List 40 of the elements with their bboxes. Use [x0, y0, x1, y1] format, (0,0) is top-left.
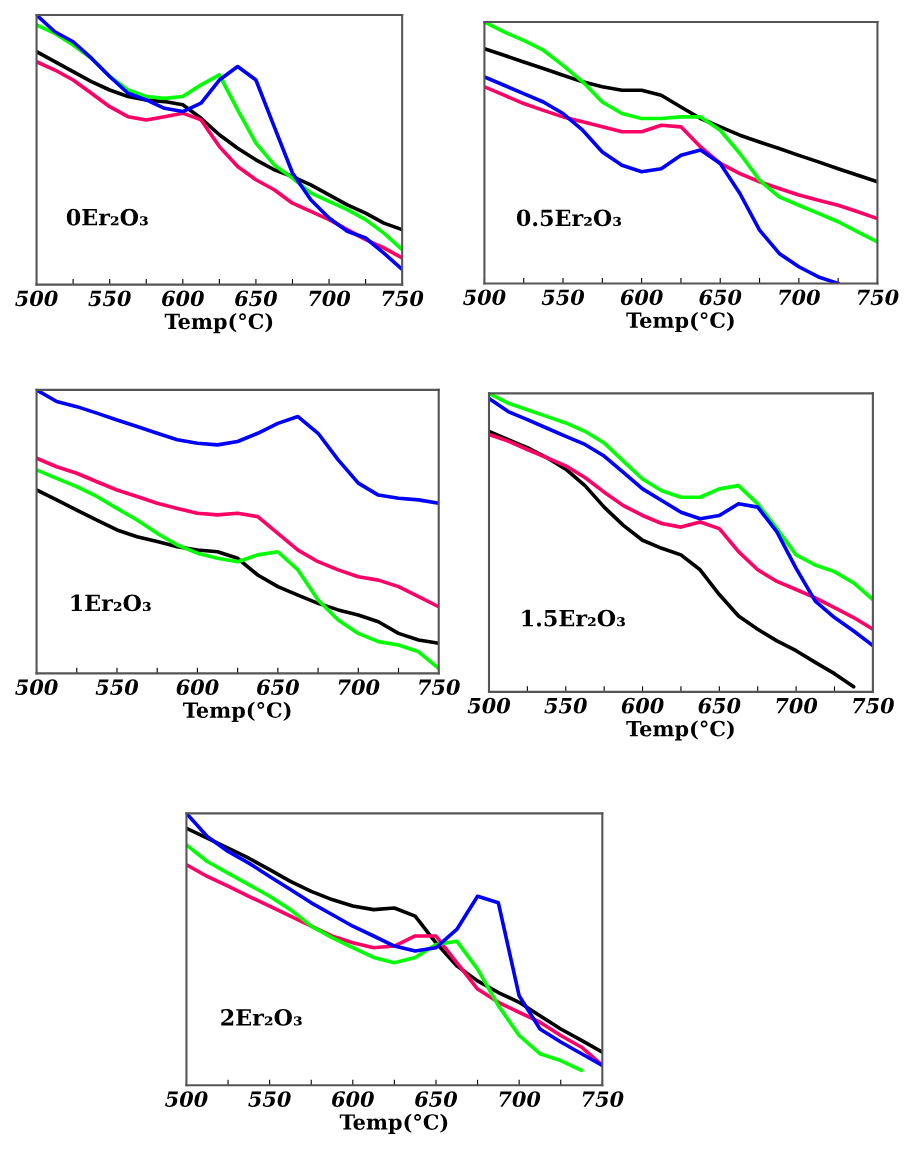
x-tick-label: 700 — [779, 289, 820, 306]
x-tick-label: 550 — [88, 290, 131, 307]
x-tick-label: 550 — [544, 697, 587, 714]
x-tick-label: 700 — [338, 679, 380, 696]
x-tick-label: 750 — [419, 679, 460, 696]
x-tick-label: 700 — [776, 697, 818, 714]
annotation: 0.5Er₂O₃ — [516, 209, 622, 227]
x-tick-label: 550 — [95, 679, 139, 696]
x-tick-label: 750 — [853, 697, 894, 714]
x-tick-label: 600 — [621, 697, 664, 714]
annotation: 0Er₂O₃ — [66, 208, 148, 226]
x-tick-label: 650 — [698, 697, 741, 714]
x-axis-title: Temp(°C) — [183, 701, 291, 723]
annotation: 1Er₂O₃ — [71, 594, 151, 612]
x-tick-label: 500 — [467, 697, 511, 714]
x-tick-label: 650 — [235, 290, 277, 307]
x-tick-label: 750 — [382, 290, 424, 307]
x-tick-label: 500 — [15, 679, 58, 696]
x-axis-title: Temp(°C) — [626, 311, 734, 333]
x-tick-label: 650 — [699, 289, 742, 306]
x-tick-label: 500 — [463, 289, 506, 306]
x-axis-title: Temp(°C) — [626, 720, 734, 741]
x-tick-label: 500 — [165, 1091, 208, 1107]
x-tick-label: 600 — [332, 1091, 374, 1107]
x-tick-label: 700 — [309, 290, 351, 307]
annotation: 1.5Er₂O₃ — [522, 609, 625, 627]
x-tick-label: 650 — [415, 1091, 458, 1107]
x-tick-label: 750 — [582, 1091, 624, 1107]
x-tick-label: 600 — [162, 290, 204, 307]
x-tick-label: 550 — [248, 1091, 291, 1107]
x-tick-label: 700 — [499, 1091, 541, 1107]
x-axis-title: Temp(°C) — [164, 313, 273, 334]
x-tick-label: 650 — [257, 679, 299, 696]
x-tick-label: 500 — [15, 290, 58, 307]
annotation: 2Er₂O₃ — [221, 1008, 302, 1026]
x-tick-label: 600 — [620, 289, 663, 306]
x-axis-title: Temp(°C) — [339, 1113, 448, 1134]
x-tick-label: 600 — [176, 679, 219, 696]
x-tick-label: 550 — [541, 289, 585, 306]
x-tick-label: 750 — [857, 289, 899, 306]
